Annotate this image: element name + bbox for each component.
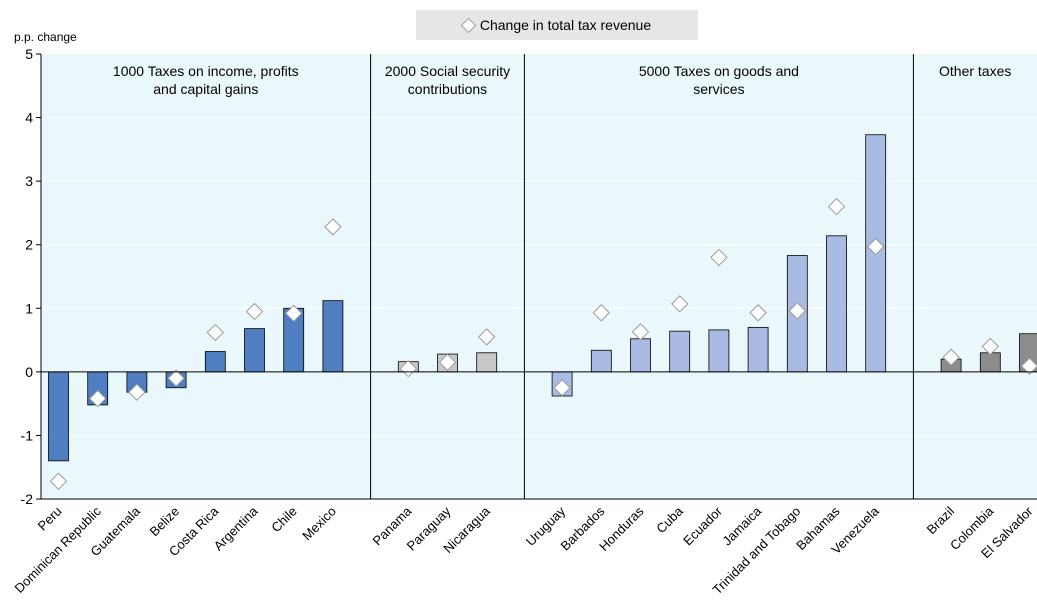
group-label-line: 5000 Taxes on goods and [639,63,799,79]
total-change-marker [981,337,1000,356]
group-label: 2000 Social security contributions [385,63,510,97]
group-label-line: Other taxes [939,63,1011,79]
bar [244,328,265,373]
y-tick-label: -1 [21,427,34,443]
group-label-line: services [693,81,744,97]
total-change-marker [88,389,107,408]
group-labels: 1000 Taxes on income, profits and capital… [113,63,1011,97]
x-tick-label: Mexico [299,504,339,544]
group-separators [370,54,914,499]
y-tick-label: -2 [21,491,34,507]
y-axis-ticks: -2 -1 0 1 2 3 4 5 [21,46,1037,507]
total-change-marker [399,359,418,378]
total-change-marker [477,328,496,346]
x-tick-label: Argentina [211,503,262,554]
group-label-line: contributions [408,81,487,97]
total-change-marker [1020,357,1037,375]
total-change-marker [592,304,611,322]
plot-background-layer [41,54,1037,499]
bar [590,349,612,373]
y-tick-label: 0 [25,364,33,380]
x-tick-label: Brazil [924,503,958,537]
total-change-marker [670,295,689,313]
total-change-marker [284,304,303,323]
bar [708,329,730,373]
bar [630,338,651,373]
group-label-line: 1000 Taxes on income, profits [113,63,299,79]
total-change-marker [553,379,571,397]
total-change-marker [710,248,728,267]
legend-diamond-icon [460,17,477,33]
bar [322,300,344,373]
legend: Change in total tax revenue [416,10,698,40]
total-change-marker [49,472,68,490]
bar [979,352,1001,373]
y-tick-label: 4 [25,110,33,126]
plot-area [41,54,1037,499]
grid-layer [41,53,1037,436]
y-tick-label: 5 [25,46,33,62]
markers-layer [49,197,1037,490]
bar [48,371,69,462]
bar [826,235,847,373]
y-tick-label: 1 [25,300,33,316]
bar [204,351,226,373]
total-change-marker [942,348,960,366]
bar [747,326,769,373]
y-tick-label: 3 [25,173,33,189]
x-tick-label: Peru [35,504,65,534]
total-change-marker [827,197,846,216]
group-label-line: 2000 Social security [385,63,510,79]
total-change-marker [128,383,146,401]
total-change-marker [866,237,885,256]
x-tick-label: Belize [147,504,183,540]
x-tick-label: Cuba [653,503,686,536]
group-label: Other taxes [939,63,1011,79]
total-change-marker [245,302,264,321]
y-tick-label: 2 [25,237,33,253]
legend-label: Change in total tax revenue [479,17,652,33]
x-tick-label: Ecuador [680,503,725,548]
total-change-marker [788,302,807,320]
total-change-marker [749,304,767,322]
total-change-marker [324,218,342,236]
total-change-marker [438,353,457,372]
x-tick-label: Chile [268,504,300,536]
bar [669,330,691,373]
group-label: 5000 Taxes on goods and services [639,63,799,97]
total-change-marker [206,323,225,342]
bar [476,352,498,373]
y-axis-label: p.p. change [14,30,77,44]
group-label: 1000 Taxes on income, profits and capital… [113,63,299,97]
total-change-marker [631,323,650,341]
group-label-line: and capital gains [153,81,258,97]
total-change-marker [167,369,185,387]
